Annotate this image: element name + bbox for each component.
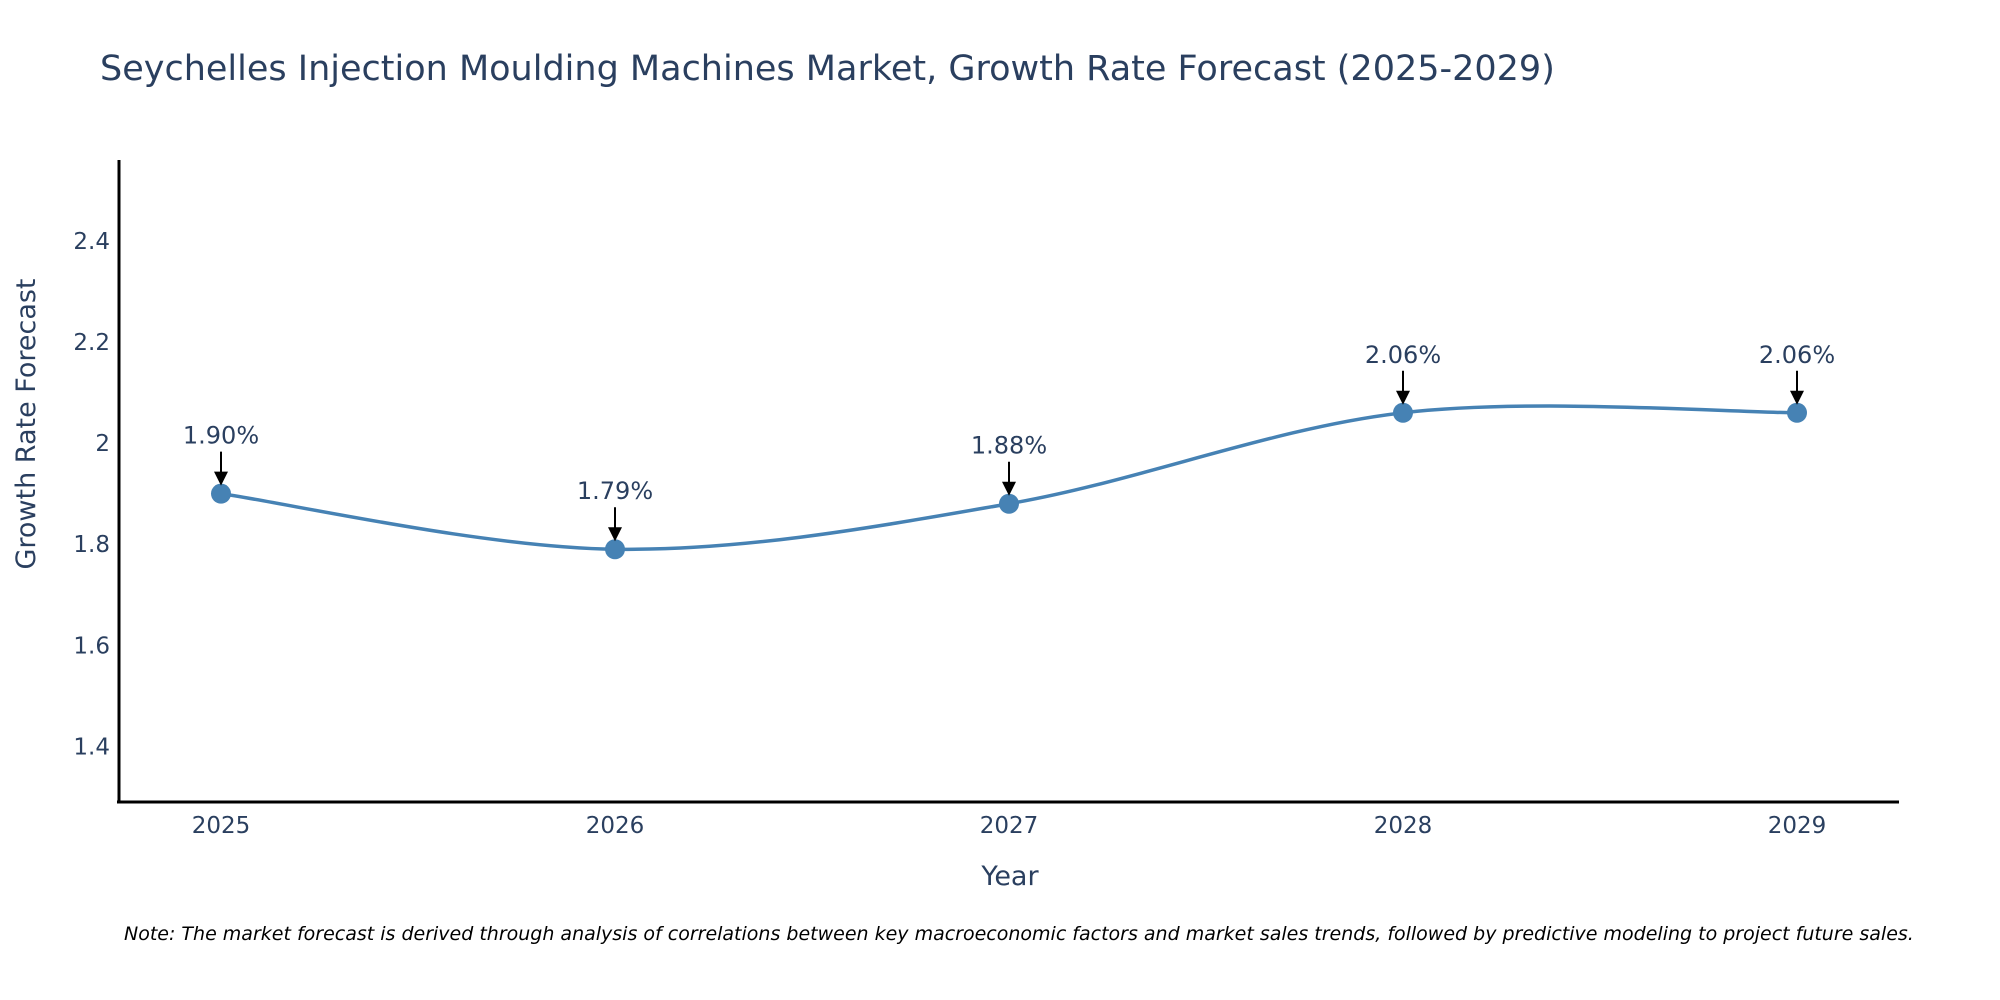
x-tick-label: 2028 bbox=[1374, 813, 1433, 839]
axes bbox=[117, 160, 1899, 804]
x-tick-label: 2027 bbox=[980, 813, 1039, 839]
x-tick-label: 2026 bbox=[586, 813, 645, 839]
data-label: 1.88% bbox=[971, 432, 1047, 460]
chart-title: Seychelles Injection Moulding Machines M… bbox=[100, 49, 1555, 89]
annotation-arrow-head bbox=[1790, 390, 1804, 405]
data-point bbox=[211, 483, 231, 504]
x-tick-labels: 2025 2026 2027 2028 2029 bbox=[192, 813, 1827, 839]
data-label: 1.79% bbox=[577, 477, 653, 505]
annotation-arrow-head bbox=[608, 527, 622, 542]
annotation-arrow-head bbox=[1002, 481, 1016, 496]
annotation-arrow-head bbox=[214, 471, 228, 486]
data-label: 2.06% bbox=[1365, 341, 1441, 369]
y-tick-label: 1.6 bbox=[73, 633, 110, 659]
data-point bbox=[1787, 402, 1807, 423]
y-tick-label: 2.2 bbox=[73, 330, 110, 356]
data-label: 1.90% bbox=[183, 422, 259, 450]
footnote: Note: The market forecast is derived thr… bbox=[124, 923, 1914, 945]
y-axis-title: Growth Rate Forecast bbox=[11, 278, 42, 569]
data-point bbox=[1393, 402, 1413, 423]
y-tick-labels: 1.4 1.6 1.8 2 2.2 2.4 bbox=[73, 229, 110, 761]
y-tick-label: 1.4 bbox=[73, 734, 110, 760]
y-tick-label: 2 bbox=[95, 431, 110, 457]
x-axis-title: Year bbox=[980, 861, 1039, 892]
data-label: 2.06% bbox=[1759, 341, 1835, 369]
x-tick-label: 2025 bbox=[192, 813, 251, 839]
y-tick-label: 1.8 bbox=[73, 532, 110, 558]
annotation-arrow-head bbox=[1396, 390, 1410, 405]
y-tick-label: 2.4 bbox=[73, 229, 110, 255]
data-point bbox=[605, 539, 625, 560]
data-points bbox=[211, 402, 1807, 560]
x-tick-label: 2029 bbox=[1768, 813, 1827, 839]
data-point bbox=[999, 493, 1019, 514]
data-label-annotations: 1.90% 1.79% 1.88% 2.06% 2.06% bbox=[183, 341, 1835, 542]
